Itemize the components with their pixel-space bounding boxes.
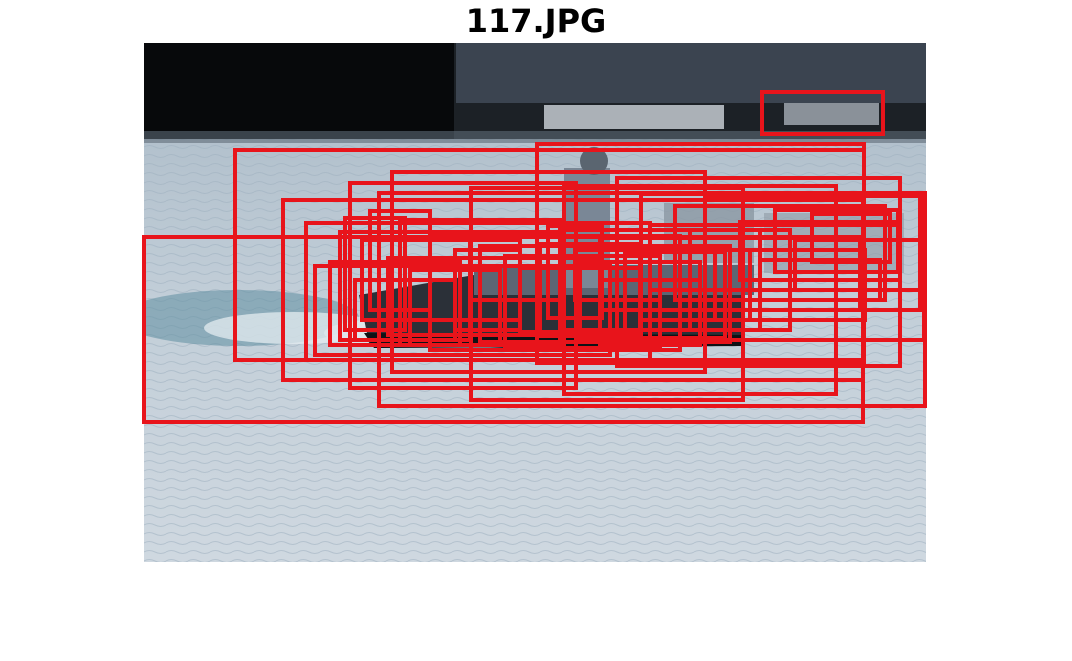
jetski-photo <box>144 43 926 562</box>
figure-title: 117.JPG <box>465 2 607 40</box>
